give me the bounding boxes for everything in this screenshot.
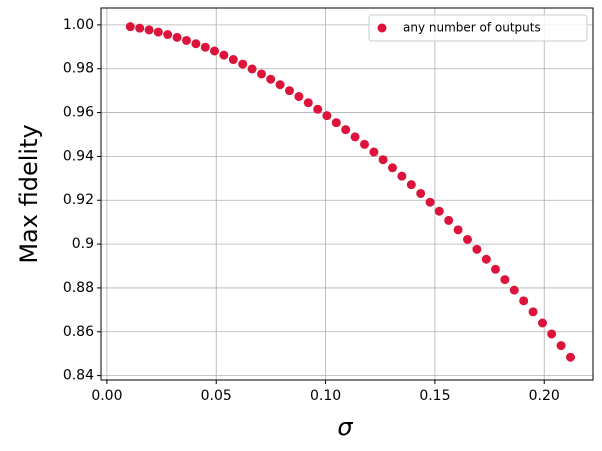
y-tick-label: 1.00 <box>63 17 94 33</box>
point <box>135 23 145 33</box>
y-tick-label: 0.92 <box>63 192 94 208</box>
y-tick-label: 0.9 <box>72 236 94 252</box>
point <box>434 206 444 216</box>
legend-label: any number of outputs <box>403 21 541 35</box>
point <box>565 352 575 362</box>
point <box>322 111 332 121</box>
point <box>528 307 538 317</box>
point <box>359 139 369 149</box>
point <box>406 180 416 190</box>
point <box>425 197 435 207</box>
point <box>556 341 566 351</box>
point <box>387 163 397 173</box>
plot-frame <box>100 7 594 381</box>
point <box>350 132 360 142</box>
y-tick-label: 0.96 <box>63 105 94 121</box>
y-tick-label: 0.88 <box>63 280 94 296</box>
point <box>490 264 500 274</box>
point <box>163 30 173 40</box>
point <box>453 225 463 235</box>
y-tick-label: 0.94 <box>63 148 94 164</box>
point <box>275 80 285 90</box>
point <box>313 104 323 114</box>
point <box>462 234 472 244</box>
point <box>191 39 201 49</box>
point <box>181 35 191 45</box>
point <box>509 285 519 295</box>
point <box>537 318 547 328</box>
point <box>303 98 313 108</box>
point <box>500 275 510 285</box>
x-tick-label: 0.05 <box>201 388 232 404</box>
point <box>472 244 482 254</box>
point <box>519 296 529 306</box>
y-tick-label: 0.84 <box>63 368 94 384</box>
point <box>416 188 426 198</box>
point <box>125 22 135 32</box>
x-tick-label: 0.00 <box>91 388 122 404</box>
y-tick-label: 0.98 <box>63 61 94 77</box>
point <box>341 125 351 135</box>
point <box>172 32 182 42</box>
point <box>266 74 276 84</box>
point <box>238 59 248 69</box>
point <box>369 147 379 157</box>
point <box>378 155 388 165</box>
y-tick-label: 0.86 <box>63 324 94 340</box>
point <box>284 86 294 96</box>
point <box>294 92 304 102</box>
point <box>144 25 154 35</box>
point <box>547 329 557 339</box>
point <box>209 46 219 56</box>
point <box>397 171 407 181</box>
point <box>331 118 341 128</box>
point <box>200 42 210 52</box>
point <box>444 215 454 225</box>
point <box>257 69 267 79</box>
x-axis-label: σ <box>337 413 353 441</box>
x-tick-label: 0.20 <box>529 388 560 404</box>
legend-marker <box>377 23 387 33</box>
x-tick-label: 0.10 <box>310 388 341 404</box>
point <box>228 55 238 65</box>
x-tick-label: 0.15 <box>419 388 450 404</box>
point <box>247 64 257 74</box>
point <box>153 27 163 37</box>
point <box>481 254 491 264</box>
y-axis-label: Max fidelity <box>15 124 43 263</box>
legend-box <box>368 14 588 42</box>
point <box>219 50 229 60</box>
